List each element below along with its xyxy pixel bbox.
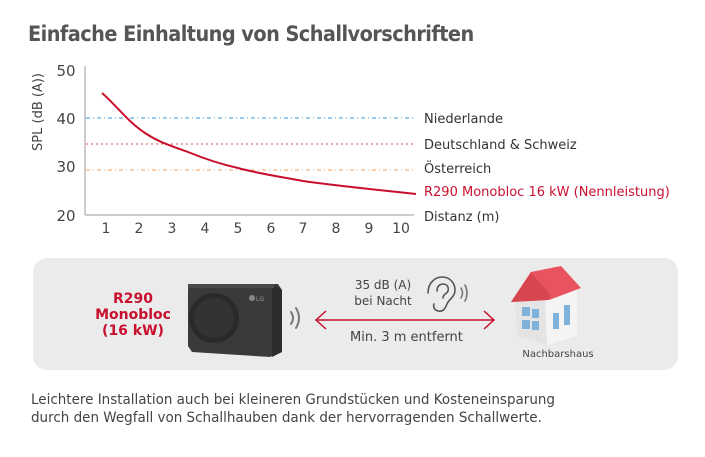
db-note: bei Nacht bbox=[354, 294, 412, 308]
x-tick-10: 10 bbox=[392, 221, 410, 237]
legend-oesterreich: Österreich bbox=[424, 160, 491, 177]
x-tick-7: 7 bbox=[299, 221, 308, 237]
house-label: Nachbarshaus bbox=[522, 349, 594, 360]
x-axis-label: Distanz (m) bbox=[424, 210, 499, 225]
footer-line1: Leichtere Installation auch bei kleinere… bbox=[31, 392, 555, 408]
x-tick-6: 6 bbox=[267, 221, 276, 237]
x-tick-2: 2 bbox=[135, 221, 144, 237]
x-tick-9: 9 bbox=[365, 221, 374, 237]
y-tick-40: 40 bbox=[56, 110, 75, 128]
db-value: 35 dB (A) bbox=[354, 278, 412, 292]
y-axis-label: SPL (dB (A)) bbox=[31, 73, 46, 151]
y-tick-50: 50 bbox=[56, 62, 75, 80]
x-ticks: 1 2 3 4 5 6 7 8 9 10 bbox=[102, 221, 410, 237]
y-tick-20: 20 bbox=[56, 207, 75, 225]
x-tick-3: 3 bbox=[168, 221, 177, 237]
spl-chart: 50 40 30 20 SPL (dB (A)) 1 2 3 4 5 6 7 8… bbox=[31, 62, 670, 237]
x-tick-4: 4 bbox=[201, 221, 210, 237]
x-tick-1: 1 bbox=[102, 221, 111, 237]
product-label-line1: R290 bbox=[112, 291, 153, 307]
legend-deutschland: Deutschland & Schweiz bbox=[424, 138, 577, 153]
legend-niederlande: Niederlande bbox=[424, 112, 503, 127]
noise-level-label: 35 dB (A) bei Nacht bbox=[338, 277, 428, 309]
distance-label: Min. 3 m entfernt bbox=[350, 330, 463, 345]
page-title: Einfache Einhaltung von Schallvorschrift… bbox=[28, 22, 474, 46]
legend-product: R290 Monobloc 16 kW (Nennleistung) bbox=[424, 185, 670, 200]
footer-line2: durch den Wegfall von Schallhauben dank … bbox=[31, 410, 542, 426]
x-tick-8: 8 bbox=[332, 221, 341, 237]
product-label: R290 Monobloc (16 kW) bbox=[93, 291, 173, 339]
product-label-line3: (16 kW) bbox=[102, 323, 164, 339]
footer-text: Leichtere Installation auch bei kleinere… bbox=[31, 391, 555, 427]
x-tick-5: 5 bbox=[234, 221, 243, 237]
y-tick-30: 30 bbox=[56, 158, 75, 176]
product-label-line2: Monobloc bbox=[95, 307, 171, 323]
product-curve bbox=[101, 92, 417, 195]
